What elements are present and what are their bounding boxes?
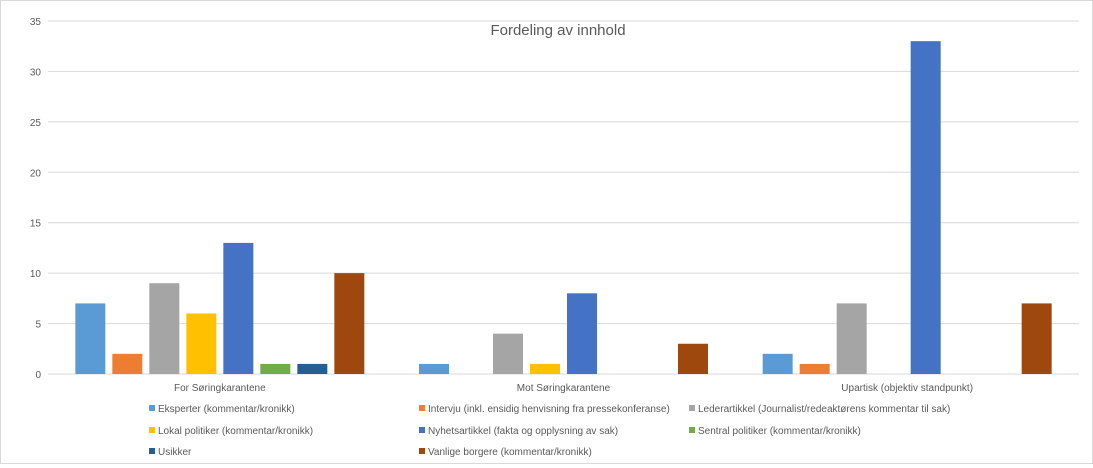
- y-tick-label: 5: [35, 320, 41, 331]
- y-tick-label: 15: [30, 219, 42, 230]
- bar: [1021, 303, 1052, 374]
- y-axis-ticks: 0 5 10 15 20 25 30 35: [30, 17, 42, 381]
- x-category-label: Mot Søringkarantene: [517, 383, 611, 394]
- legend-label: Usikker: [158, 447, 192, 458]
- gridlines: [48, 20, 1079, 375]
- legend-label: Nyhetsartikkel (fakta og opplysning av s…: [428, 426, 618, 437]
- y-tick-label: 35: [30, 17, 42, 28]
- chart-title: Fordeling av innhold: [490, 22, 625, 39]
- legend-swatch: [149, 448, 155, 454]
- bar: [186, 313, 217, 374]
- legend-swatch: [419, 405, 425, 411]
- bar: [910, 41, 941, 375]
- bar: [678, 343, 708, 374]
- legend-label: Eksperter (kommentar/kronikk): [158, 404, 295, 415]
- bar: [419, 363, 449, 374]
- bar: [297, 363, 328, 374]
- bar: [75, 303, 106, 374]
- legend-swatch: [149, 405, 155, 411]
- y-tick-label: 0: [35, 370, 41, 381]
- y-tick-label: 10: [30, 269, 42, 280]
- legend-swatch: [419, 448, 425, 454]
- x-category-label: Upartisk (objektiv standpunkt): [841, 383, 973, 394]
- bars: [75, 41, 1052, 375]
- legend-swatch: [419, 427, 425, 433]
- bar: [493, 333, 523, 374]
- legend-label: Sentral politiker (kommentar/kronikk): [698, 426, 861, 437]
- bar: [799, 363, 830, 374]
- legend-label: Intervju (inkl. ensidig henvisning fra p…: [428, 404, 670, 415]
- bar: [260, 363, 291, 374]
- bar: [223, 242, 254, 374]
- legend-label: Lederartikkel (Journalist/redeaktørens k…: [698, 404, 950, 415]
- bar: [762, 353, 793, 374]
- bar: [530, 363, 560, 374]
- bar: [112, 353, 143, 374]
- x-axis-categories: For Søringkarantene Mot Søringkarantene Up…: [174, 383, 973, 394]
- legend-label: Vanlige borgere (kommentar/kronikk): [428, 447, 592, 458]
- bar: [334, 273, 365, 374]
- legend-swatch: [689, 427, 695, 433]
- x-category-label: For Søringkarantene: [174, 383, 266, 394]
- bar: [836, 303, 867, 374]
- legend-swatch: [689, 405, 695, 411]
- legend-swatch: [149, 427, 155, 433]
- legend-label: Lokal politiker (kommentar/kronikk): [158, 426, 313, 437]
- bar: [149, 283, 180, 374]
- y-tick-label: 25: [30, 118, 42, 129]
- legend: Eksperter (kommentar/kronikk) Intervju (i…: [149, 404, 950, 458]
- bar: [567, 293, 597, 374]
- y-tick-label: 20: [30, 168, 42, 179]
- y-tick-label: 30: [30, 67, 42, 78]
